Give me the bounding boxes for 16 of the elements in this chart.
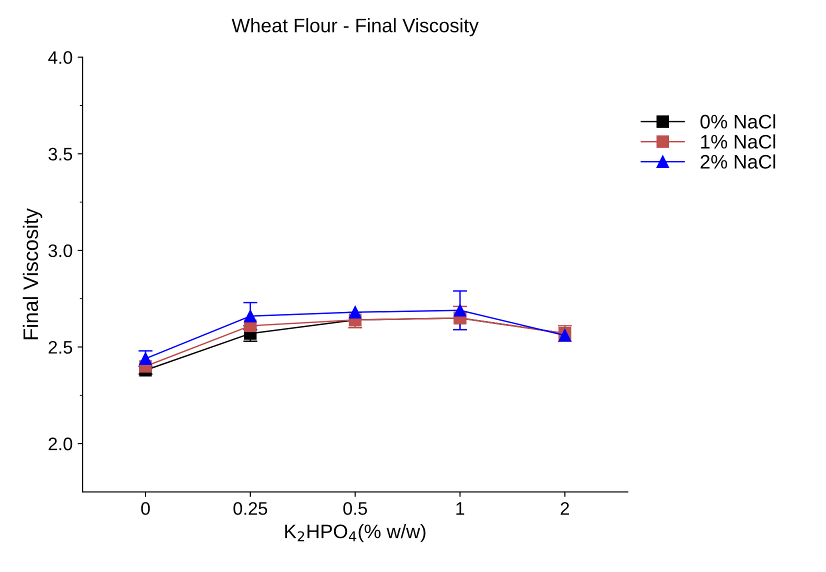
- x-tick-label: 0: [141, 502, 150, 515]
- legend-label: 0% NaCl: [700, 114, 776, 129]
- y-tick-label: 3.0: [48, 244, 72, 258]
- y-tick-label: 2.5: [48, 340, 72, 354]
- x-axis-title: K$_{2}$HPO$_{4}$(% w/w): [285, 524, 426, 542]
- chart-title: Wheat Flour - Final Viscosity: [232, 18, 479, 36]
- y-axis-title: Final Viscosity: [22, 208, 42, 340]
- y-tick-label: 3.5: [48, 148, 72, 161]
- x-tick-label: 0.5: [343, 502, 367, 515]
- y-tick-label: 2.0: [48, 438, 72, 450]
- legend-label: 2% NaCl: [700, 154, 776, 169]
- x-tick-label: 0.25: [233, 502, 268, 515]
- legend-label: 1% NaCl: [701, 134, 776, 149]
- x-tick-label: 1: [456, 502, 464, 515]
- x-tick-label: 2: [560, 502, 569, 515]
- y-tick-label: 4.0: [48, 51, 72, 64]
